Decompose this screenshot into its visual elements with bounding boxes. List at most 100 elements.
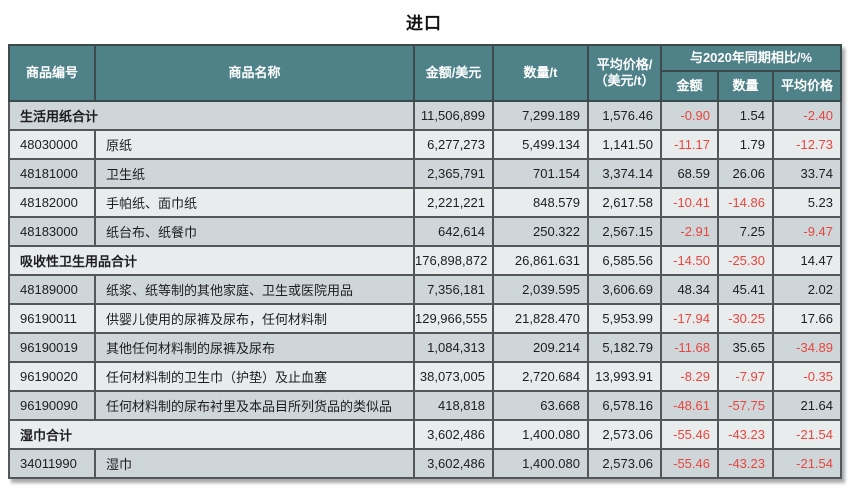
cell-product-name: 卫生纸 [94, 158, 415, 189]
table-row: 96190019 其他任何材料制的尿裤及尿布 1,084,313 209.214 5,1… [8, 332, 843, 363]
cell-yoy-avg-price: -0.35 [771, 361, 843, 392]
cell-product-name: 任何材料制的卫生巾（护垫）及止血塞 [94, 361, 415, 392]
cell-yoy-quantity: -7.97 [717, 361, 774, 392]
cell-yoy-amount: -10.41 [660, 187, 719, 218]
cell-yoy-amount: -14.50 [660, 245, 719, 276]
cell-avg-price: 2,573.06 [587, 419, 662, 450]
section-total-row: 湿巾合计 3,602,486 1,400.080 2,573.06 -55.46 -43.… [8, 419, 843, 450]
cell-quantity: 250.322 [492, 216, 589, 247]
cell-yoy-avg-price: 2.02 [771, 274, 843, 305]
cell-amount: 642,614 [413, 216, 494, 247]
table-row: 96190011 供婴儿使用的尿裤及尿布，任何材料制 129,966,555 21,8… [8, 303, 843, 334]
cell-yoy-quantity: -57.75 [717, 390, 774, 421]
import-trade-table: 商品编号 商品名称 金额/美元 数量/t 平均价格/ （美元/t） 与2020年… [8, 44, 843, 479]
cell-quantity: 5,499.134 [492, 129, 589, 160]
cell-avg-price: 13,993.91 [587, 361, 662, 392]
table-row: 48182000 手帕纸、面巾纸 2,221,221 848.579 2,617.58-… [8, 187, 843, 218]
cell-yoy-avg-price: -2.40 [771, 100, 843, 131]
cell-avg-price: 1,141.50 [587, 129, 662, 160]
cell-amount: 129,966,555 [413, 303, 494, 334]
table-row: 96190020 任何材料制的卫生巾（护垫）及止血塞 38,073,005 2,720… [8, 361, 843, 392]
column-header-name: 商品名称 [94, 44, 415, 102]
cell-yoy-avg-price: 5.23 [771, 187, 843, 218]
cell-yoy-amount: -17.94 [660, 303, 719, 334]
cell-yoy-amount: -55.46 [660, 419, 719, 450]
cell-yoy-amount: -48.61 [660, 390, 719, 421]
cell-yoy-avg-price: -9.47 [771, 216, 843, 247]
cell-yoy-quantity: -43.23 [717, 419, 774, 450]
cell-avg-price: 1,576.46 [587, 100, 662, 131]
cell-amount: 6,277,273 [413, 129, 494, 160]
cell-product-code: 48183000 [8, 216, 96, 247]
cell-avg-price: 6,585.56 [587, 245, 662, 276]
cell-product-name: 任何材料制的尿布衬里及本品目所列货品的类似品 [94, 390, 415, 421]
table-row: 96190090 任何材料制的尿布衬里及本品目所列货品的类似品 418,818 63.… [8, 390, 843, 421]
page-title: 进口 [406, 14, 442, 33]
cell-yoy-amount: -55.46 [660, 448, 719, 479]
cell-quantity: 21,828.470 [492, 303, 589, 334]
cell-yoy-avg-price: -21.54 [771, 419, 843, 450]
cell-avg-price: 5,953.99 [587, 303, 662, 334]
cell-yoy-quantity: 7.25 [717, 216, 774, 247]
cell-quantity: 209.214 [492, 332, 589, 363]
table-row: 48189000 纸浆、纸等制的其他家庭、卫生或医院用品 7,356,181 2,03… [8, 274, 843, 305]
cell-yoy-quantity: 1.54 [717, 100, 774, 131]
cell-yoy-avg-price: -34.89 [771, 332, 843, 363]
section-total-row: 吸收性卫生用品合计 176,898,872 26,861.631 6,585.56 -1… [8, 245, 843, 276]
column-header-yoy-group: 与2020年同期相比/% [659, 44, 843, 72]
table-row: 48030000 原纸 6,277,273 5,499.134 1,141.50 -11.… [8, 129, 843, 160]
cell-quantity: 63.668 [492, 390, 589, 421]
cell-yoy-avg-price: 33.74 [771, 158, 843, 189]
avg-price-line1: 平均价格/ [596, 56, 653, 72]
section-total-row: 生活用纸合计 11,506,899 7,299.189 1,576.46 -0.90 1.… [8, 100, 843, 131]
cell-yoy-amount: -2.91 [660, 216, 719, 247]
cell-amount: 7,356,181 [413, 274, 494, 305]
table-body: 生活用纸合计 11,506,899 7,299.189 1,576.46 -0.90 1.… [8, 100, 843, 479]
cell-amount: 38,073,005 [413, 361, 494, 392]
cell-quantity: 2,039.595 [492, 274, 589, 305]
cell-quantity: 2,720.684 [492, 361, 589, 392]
cell-quantity: 701.154 [492, 158, 589, 189]
column-header-avg-price: 平均价格/ （美元/t） [587, 44, 662, 102]
cell-product-code: 96190019 [8, 332, 96, 363]
cell-product-code: 96190090 [8, 390, 96, 421]
cell-yoy-avg-price: -21.54 [771, 448, 843, 479]
cell-avg-price: 2,567.15 [587, 216, 662, 247]
cell-yoy-avg-price: 17.66 [771, 303, 843, 334]
cell-yoy-avg-price: 21.64 [771, 390, 843, 421]
cell-product-code: 48189000 [8, 274, 96, 305]
cell-amount: 2,365,791 [413, 158, 494, 189]
cell-product-code: 48182000 [8, 187, 96, 218]
cell-yoy-quantity: -30.25 [717, 303, 774, 334]
table-row: 48183000 纸台布、纸餐巾 642,614 250.322 2,567.15 -2.… [8, 216, 843, 247]
cell-yoy-quantity: -14.86 [717, 187, 774, 218]
cell-quantity: 1,400.080 [492, 419, 589, 450]
cell-amount: 11,506,899 [413, 100, 494, 131]
cell-product-name: 供婴儿使用的尿裤及尿布，任何材料制 [94, 303, 415, 334]
cell-amount: 418,818 [413, 390, 494, 421]
cell-product-code: 48030000 [8, 129, 96, 160]
cell-section-name: 吸收性卫生用品合计 [8, 245, 415, 276]
cell-quantity: 7,299.189 [492, 100, 589, 131]
cell-yoy-avg-price: 14.47 [771, 245, 843, 276]
cell-avg-price: 5,182.79 [587, 332, 662, 363]
cell-section-name: 生活用纸合计 [8, 100, 415, 131]
cell-yoy-amount: -0.90 [660, 100, 719, 131]
cell-yoy-quantity: -25.30 [717, 245, 774, 276]
cell-avg-price: 2,573.06 [587, 448, 662, 479]
cell-yoy-amount: 48.34 [660, 274, 719, 305]
cell-quantity: 848.579 [492, 187, 589, 218]
cell-amount: 1,084,313 [413, 332, 494, 363]
column-header-quantity: 数量/t [492, 44, 589, 102]
cell-product-name: 其他任何材料制的尿裤及尿布 [94, 332, 415, 363]
cell-product-name: 湿巾 [94, 448, 415, 479]
cell-yoy-quantity: 35.65 [717, 332, 774, 363]
cell-product-code: 48181000 [8, 158, 96, 189]
cell-product-code: 96190011 [8, 303, 96, 334]
cell-quantity: 26,861.631 [492, 245, 589, 276]
cell-yoy-quantity: -43.23 [717, 448, 774, 479]
cell-avg-price: 6,578.16 [587, 390, 662, 421]
cell-yoy-amount: -8.29 [660, 361, 719, 392]
cell-quantity: 1,400.080 [492, 448, 589, 479]
cell-section-name: 湿巾合计 [8, 419, 415, 450]
